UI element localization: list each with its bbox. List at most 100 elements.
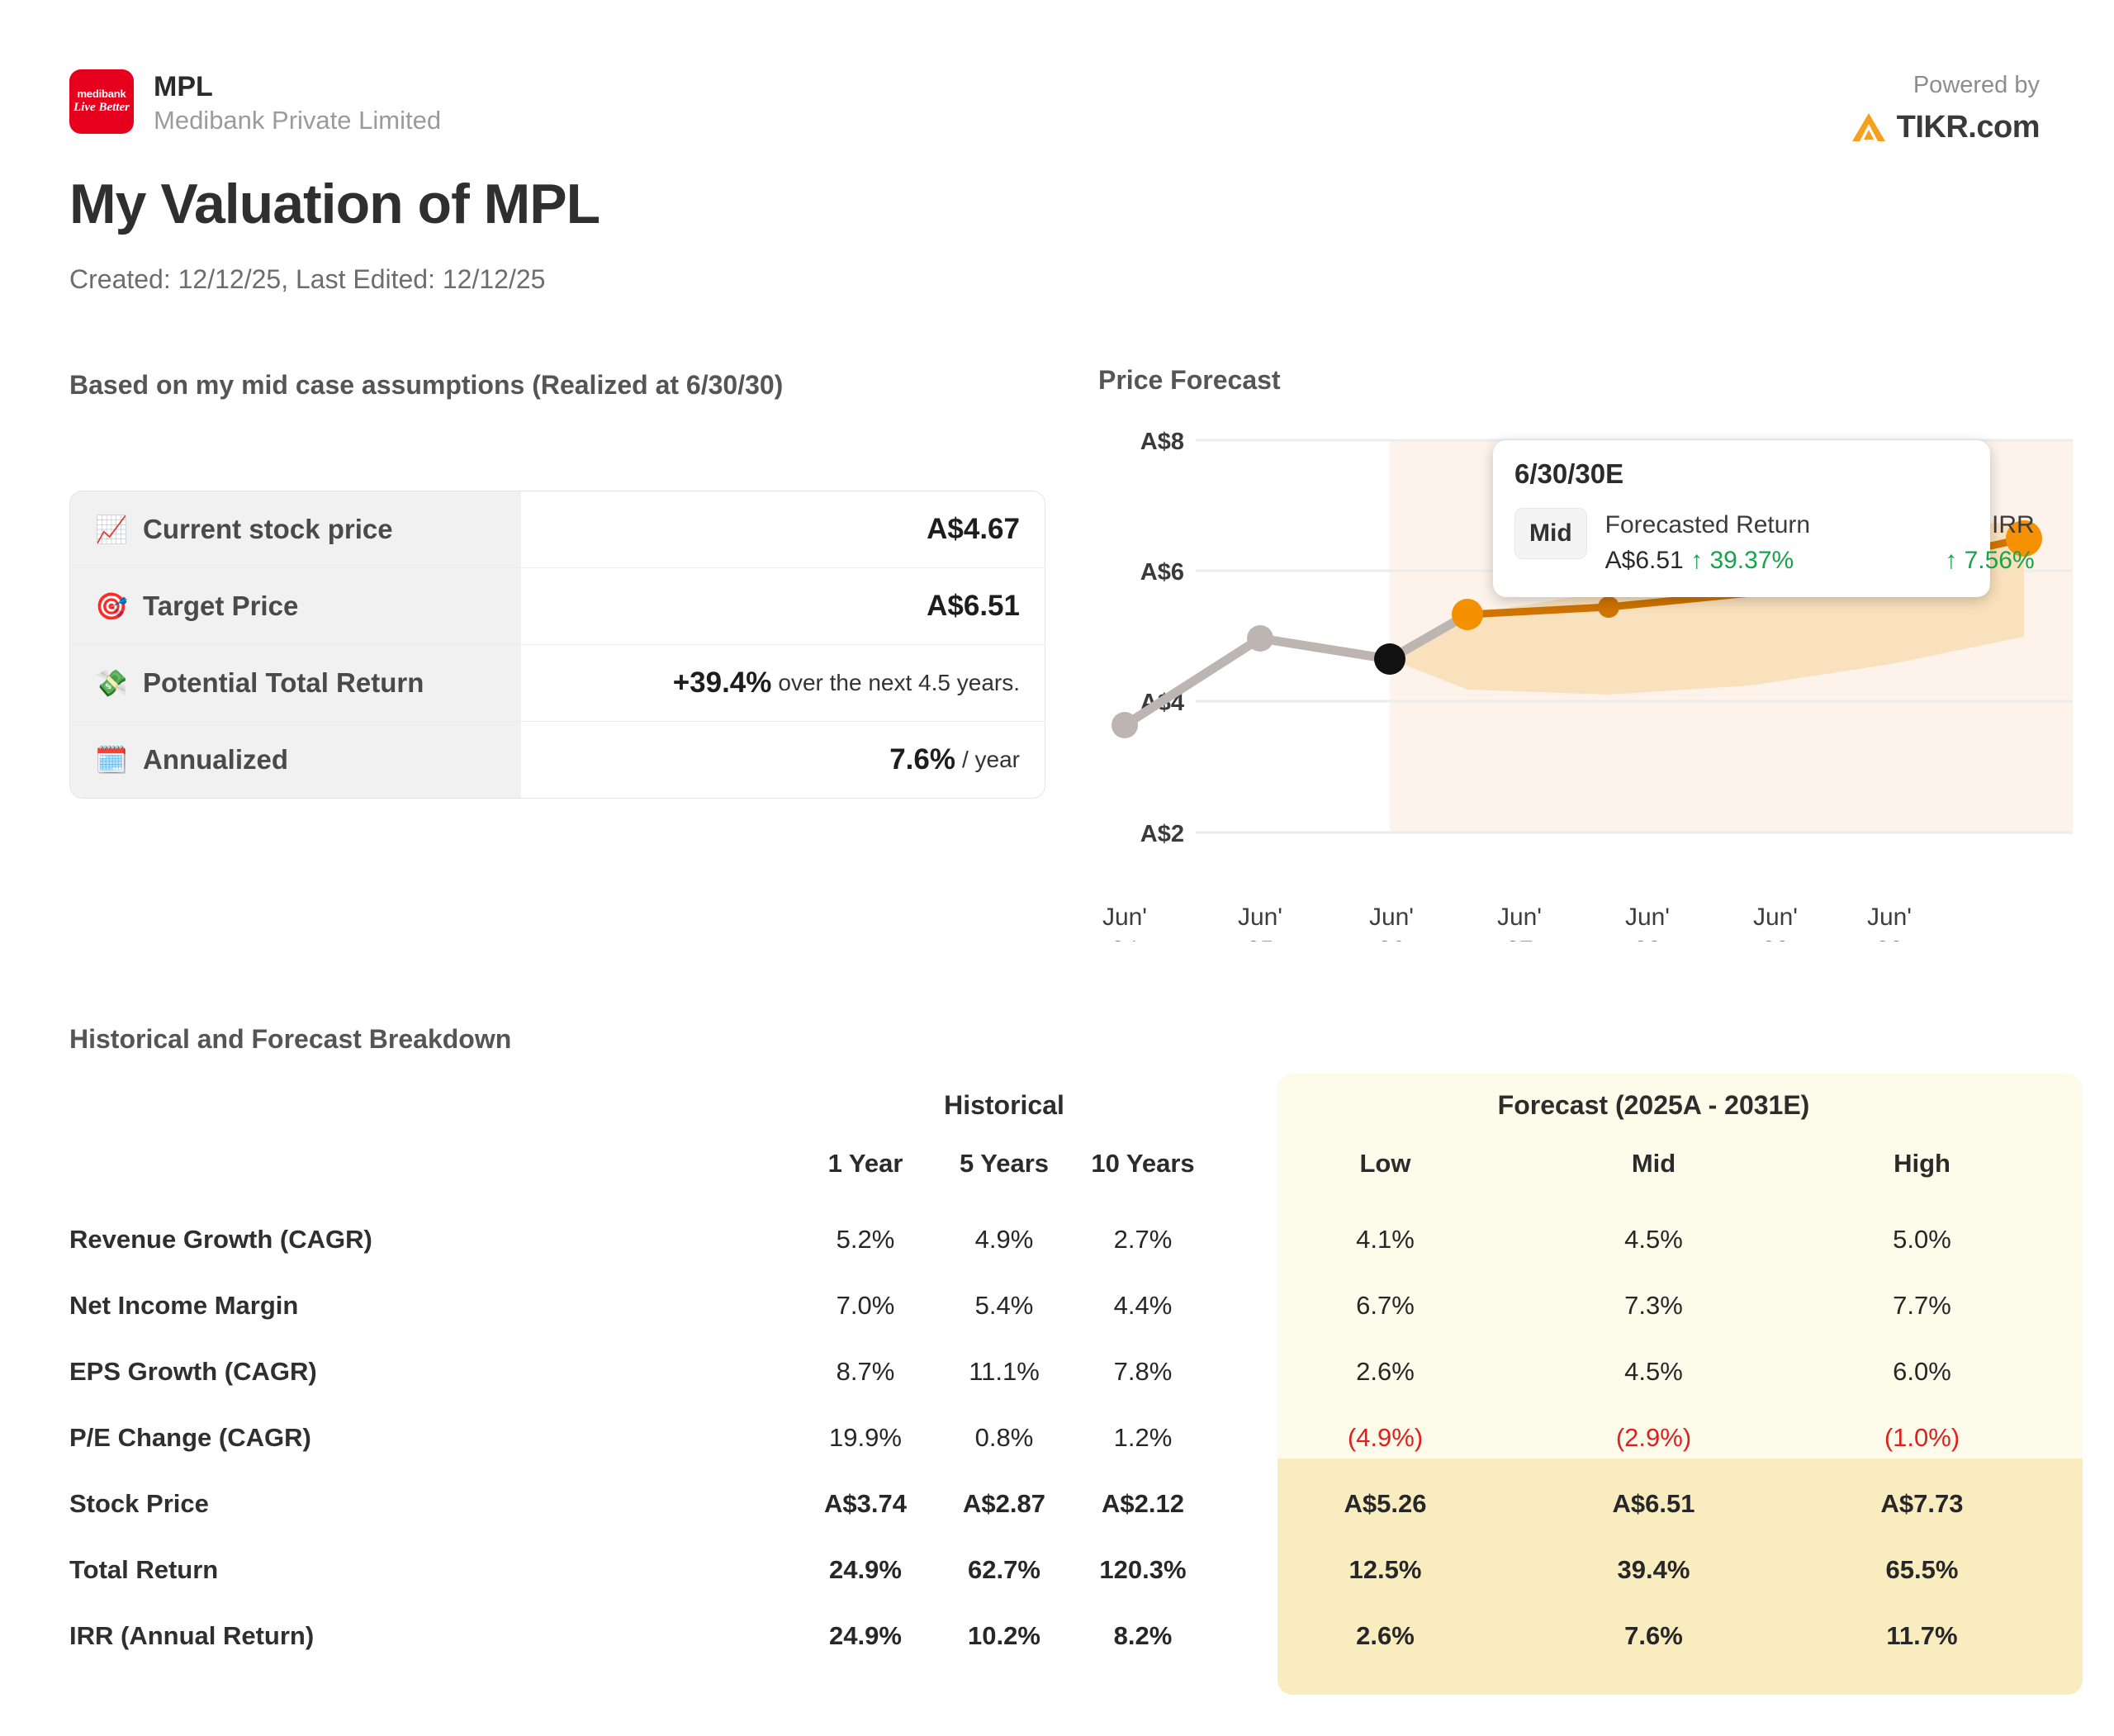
- up-arrow-icon: ↑: [1945, 546, 1958, 574]
- xtick-label-jun25-line2: 25: [1246, 937, 1273, 942]
- tooltip-body: Mid Forecasted Return A$6.51 ↑ 39.37% IR…: [1514, 508, 2035, 577]
- tooltip-forecast-price: A$6.51: [1604, 546, 1684, 574]
- tikr-brand[interactable]: TIKR.com: [1851, 110, 2041, 145]
- row-label-total-return: Total Return: [69, 1555, 219, 1584]
- tooltip-scenario-badge: Mid: [1514, 508, 1587, 559]
- breakdown-group-header-row: Historical Forecast (2025A - 2031E): [69, 1074, 2056, 1141]
- cell-fc-mid: 7.6%: [1624, 1621, 1683, 1650]
- cell-fc-mid: 39.4%: [1617, 1555, 1690, 1584]
- cell-fc-high: A$7.73: [1880, 1489, 1964, 1518]
- target-icon: 🎯: [95, 591, 128, 621]
- ytick-label-2: A$2: [1140, 821, 1184, 847]
- xtick-label-jun30-line1: Jun': [1867, 904, 1912, 931]
- column-header-1-year: 1 Year: [827, 1149, 903, 1178]
- calendar-icon: 🗓️: [95, 745, 128, 775]
- powered-by-block: Powered by TIKR.com: [1851, 72, 2041, 145]
- cell-fc-mid: 4.5%: [1624, 1357, 1683, 1386]
- historical-datapoint-jun24: [1112, 712, 1138, 738]
- cell-fc-low: A$5.26: [1344, 1489, 1427, 1518]
- valuation-row-value: 7.6%: [889, 743, 955, 776]
- cell-hist-1y: 24.9%: [829, 1555, 902, 1584]
- tikr-logo-icon: [1851, 113, 1885, 142]
- cell-hist-10y: A$2.12: [1102, 1489, 1184, 1518]
- table-row: Stock Price A$3.74 A$2.87 A$2.12 A$5.26 …: [69, 1471, 2056, 1537]
- tooltip-forecasted-return-label: Forecasted Return: [1604, 511, 1811, 538]
- cell-fc-mid: 4.5%: [1624, 1225, 1683, 1254]
- medibank-logo-line1: medibank: [77, 88, 126, 101]
- xtick-label-jun29-line1: Jun': [1753, 904, 1798, 931]
- row-label-net-income-margin: Net Income Margin: [69, 1291, 299, 1320]
- valuation-value-cell: +39.4% over the next 4.5 years.: [521, 645, 1045, 721]
- cell-fc-high: 5.0%: [1893, 1225, 1951, 1254]
- row-label-stock-price: Stock Price: [69, 1489, 209, 1518]
- cell-hist-5y: A$2.87: [963, 1489, 1045, 1518]
- xtick-label-jun28-line2: 28: [1633, 937, 1661, 942]
- forecast-datapoint-jun30: [2006, 520, 2042, 557]
- valuation-row-label: Annualized: [143, 744, 289, 775]
- xtick-label-jun24-line1: Jun': [1102, 904, 1147, 931]
- cell-hist-10y: 4.4%: [1113, 1291, 1173, 1320]
- xtick-label-jun24-line2: 24: [1111, 937, 1138, 942]
- cell-fc-low: 12.5%: [1349, 1555, 1422, 1584]
- valuation-row-value: A$4.67: [927, 513, 1020, 545]
- brand-text: MPL Medibank Private Limited: [154, 69, 441, 137]
- xtick-label-jun27-line2: 27: [1505, 937, 1533, 942]
- tooltip-date: 6/30/30E: [1514, 458, 1624, 489]
- cell-gap: [1212, 1537, 1251, 1603]
- breakdown-table: Historical Forecast (2025A - 2031E) 1 Ye…: [69, 1074, 2056, 1669]
- forecast-datapoint-jun26: [1452, 599, 1483, 630]
- cell-hist-1y: 19.9%: [829, 1423, 902, 1452]
- valuation-label-cell: 📈 Current stock price: [70, 491, 521, 567]
- valuation-row-label: Target Price: [143, 591, 299, 621]
- mid-case-heading: Based on my mid case assumptions (Realiz…: [69, 370, 784, 400]
- tooltip-forecast-change-value: 39.37%: [1709, 546, 1794, 574]
- cell-fc-high: (1.0%): [1884, 1423, 1960, 1452]
- company-name: Medibank Private Limited: [154, 106, 442, 135]
- cell-fc-high: 7.7%: [1893, 1291, 1951, 1320]
- page-subtitle: Created: 12/12/25, Last Edited: 12/12/25: [69, 264, 546, 294]
- money-icon: 💸: [95, 668, 128, 698]
- cell-hist-10y: 7.8%: [1113, 1357, 1173, 1386]
- cell-hist-1y: 8.7%: [836, 1357, 895, 1386]
- column-header-low: Low: [1359, 1149, 1411, 1178]
- cell-hist-5y: 0.8%: [974, 1423, 1034, 1452]
- xtick-label-jun27-line1: Jun': [1497, 904, 1542, 931]
- medibank-logo-line2: Live Better: [73, 101, 130, 115]
- breakdown-table-head: Historical Forecast (2025A - 2031E) 1 Ye…: [69, 1074, 2056, 1207]
- group-header-forecast: Forecast (2025A - 2031E): [1497, 1090, 1810, 1120]
- table-row: Net Income Margin 7.0% 5.4% 4.4% 6.7% 7.…: [69, 1273, 2056, 1339]
- empty-corner-cell: [69, 1074, 796, 1141]
- cell-gap: [1212, 1603, 1251, 1669]
- row-label-pe-change: P/E Change (CAGR): [69, 1423, 311, 1452]
- table-row: P/E Change (CAGR) 19.9% 0.8% 1.2% (4.9%)…: [69, 1405, 2056, 1471]
- group-header-historical: Historical: [944, 1090, 1064, 1120]
- breakdown-heading: Historical and Forecast Breakdown: [69, 1024, 512, 1054]
- cell-fc-low: 2.6%: [1356, 1357, 1415, 1386]
- cell-fc-high: 65.5%: [1885, 1555, 1959, 1584]
- price-forecast-chart: A$8 A$6 A$4 A$2 Jun' 24 Jun': [1098, 413, 2073, 942]
- table-row: Total Return 24.9% 62.7% 120.3% 12.5% 39…: [69, 1537, 2056, 1603]
- brand-header: medibank Live Better MPL Medibank Privat…: [69, 69, 441, 137]
- group-gap-cell: [1212, 1074, 1251, 1141]
- price-forecast-heading: Price Forecast: [1098, 365, 1281, 395]
- valuation-value-cell: 7.6% / year: [521, 722, 1045, 798]
- cell-fc-high: 11.7%: [1886, 1621, 1958, 1650]
- xtick-label-jun28-line1: Jun': [1625, 904, 1670, 931]
- xtick-label-jun29-line2: 29: [1761, 937, 1789, 942]
- cell-fc-mid: A$6.51: [1612, 1489, 1695, 1518]
- valuation-value-cell: A$4.67: [521, 491, 1045, 567]
- forecast-panel-lower-background: [1277, 1459, 2083, 1695]
- tooltip-irr-value: ↑ 7.56%: [1878, 544, 2034, 578]
- column-gap-cell: [1212, 1141, 1251, 1207]
- cell-hist-10y: 120.3%: [1099, 1555, 1187, 1584]
- row-label-eps-growth: EPS Growth (CAGR): [69, 1357, 317, 1386]
- cell-fc-low: 6.7%: [1356, 1291, 1415, 1320]
- historical-datapoint-jun25: [1247, 625, 1273, 652]
- historical-forecast-breakdown: Historical Forecast (2025A - 2031E) 1 Ye…: [69, 1074, 2083, 1695]
- cell-gap: [1212, 1207, 1251, 1273]
- tooltip-forecasted-return-column: Forecasted Return A$6.51 ↑ 39.37%: [1605, 510, 1878, 577]
- cell-gap: [1212, 1405, 1251, 1471]
- tooltip-forecast-change: ↑ 39.37%: [1690, 547, 1794, 574]
- empty-name-header: [69, 1141, 796, 1207]
